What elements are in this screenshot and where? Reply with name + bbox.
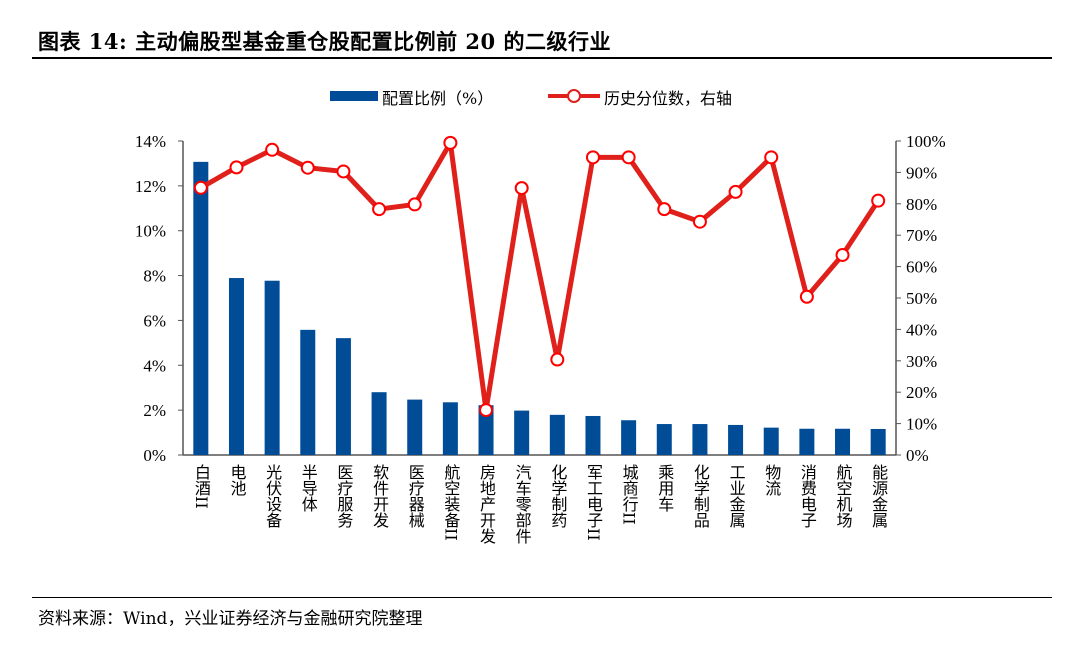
figure-title: 图表 14: 主动偏股型基金重仓股配置比例前 20 的二级行业 — [38, 29, 611, 54]
bar-半导体 — [300, 329, 316, 455]
x-tick-label: 消费电子 — [797, 464, 817, 528]
right-tick-label: 80% — [906, 195, 937, 214]
bar-软件开发 — [371, 392, 387, 455]
bar-消费电子 — [799, 428, 815, 455]
bar-工业金属 — [728, 424, 744, 455]
bar-化学制药 — [549, 414, 565, 455]
right-tick-label: 10% — [906, 415, 937, 434]
title-rule — [32, 57, 1052, 59]
point-电池 — [229, 160, 244, 175]
bar-光伏设备 — [264, 280, 280, 455]
legend-bar-swatch — [330, 91, 378, 101]
point-乘用车 — [657, 202, 672, 217]
x-tick-label: 光伏设备 — [263, 464, 283, 528]
left-tick-label: 0% — [143, 446, 166, 465]
left-tick-label: 14% — [135, 132, 166, 151]
right-tick-label: 30% — [906, 352, 937, 371]
point-房地产开发 — [479, 403, 494, 418]
bar-城商行II — [621, 420, 637, 455]
x-tick-label: 工业金属 — [726, 464, 746, 528]
x-tick-label: 半导体 — [298, 464, 318, 512]
left-tick-label: 10% — [135, 222, 166, 241]
bar-医疗服务 — [335, 338, 351, 455]
x-tick-label: 能源金属 — [869, 464, 889, 528]
left-tick-label: 6% — [143, 311, 166, 330]
bar-医疗器械 — [407, 399, 423, 455]
point-工业金属 — [728, 184, 743, 199]
bar-航空机场 — [835, 428, 851, 455]
right-tick-label: 90% — [906, 163, 937, 182]
bar-物流 — [763, 427, 779, 455]
point-军工电子II — [585, 150, 600, 165]
point-城商行II — [621, 150, 636, 165]
legend-bar-label: 配置比例（%） — [382, 89, 494, 108]
x-tick-label: 乘用车 — [655, 464, 675, 512]
point-医疗服务 — [336, 164, 351, 179]
point-化学制品 — [692, 214, 707, 229]
source-note: 资料来源：Wind，兴业证券经济与金融研究院整理 — [38, 609, 423, 629]
point-半导体 — [300, 160, 315, 175]
point-物流 — [764, 150, 779, 165]
legend-line-label: 历史分位数，右轴 — [604, 89, 733, 108]
x-tick-label: 电池 — [227, 464, 247, 496]
x-tick-label: 医疗服务 — [334, 464, 354, 528]
left-tick-label: 12% — [135, 177, 166, 196]
bar-电池 — [228, 278, 244, 455]
point-消费电子 — [799, 289, 814, 304]
right-tick-label: 60% — [906, 258, 937, 277]
left-tick-label: 4% — [143, 356, 166, 375]
right-tick-label: 40% — [906, 320, 937, 339]
bar-能源金属 — [870, 428, 886, 455]
bar-化学制品 — [692, 424, 708, 455]
x-tick-label: 房地产开发 — [477, 464, 497, 544]
bar-房地产开发 — [478, 405, 494, 455]
bar-航空装备II — [442, 402, 458, 455]
x-tick-label: 医疗器械 — [405, 464, 425, 528]
x-tick-label: 化学制品 — [690, 464, 710, 528]
x-tick-label: 城商行II — [619, 464, 639, 525]
x-tick-label: 军工电子II — [583, 464, 603, 541]
right-tick-label: 50% — [906, 289, 937, 308]
x-tick-label: 化学制药 — [548, 464, 568, 528]
x-tick-label: 航空装备II — [441, 464, 461, 541]
point-白酒II — [193, 180, 208, 195]
point-汽车零部件 — [514, 181, 529, 196]
x-tick-label: 汽车零部件 — [512, 464, 532, 544]
x-tick-label: 航空机场 — [833, 464, 853, 528]
footer-rule — [32, 597, 1052, 598]
right-tick-label: 100% — [906, 132, 946, 151]
point-航空装备II — [443, 135, 458, 150]
point-软件开发 — [372, 202, 387, 217]
bar-军工电子II — [585, 415, 601, 455]
point-化学制药 — [550, 352, 565, 367]
right-tick-label: 0% — [906, 446, 929, 465]
right-tick-label: 70% — [906, 226, 937, 245]
bar-乘用车 — [656, 424, 672, 455]
bar-白酒II — [193, 161, 209, 455]
left-tick-label: 8% — [143, 267, 166, 286]
x-tick-label: 软件开发 — [370, 464, 390, 528]
x-tick-label: 白酒II — [191, 464, 211, 509]
left-tick-label: 2% — [143, 401, 166, 420]
right-tick-label: 20% — [906, 383, 937, 402]
point-医疗器械 — [407, 197, 422, 212]
point-光伏设备 — [265, 142, 280, 157]
x-tick-label: 物流 — [762, 464, 782, 496]
point-航空机场 — [835, 247, 850, 262]
bar-汽车零部件 — [514, 410, 530, 455]
point-能源金属 — [871, 193, 886, 208]
